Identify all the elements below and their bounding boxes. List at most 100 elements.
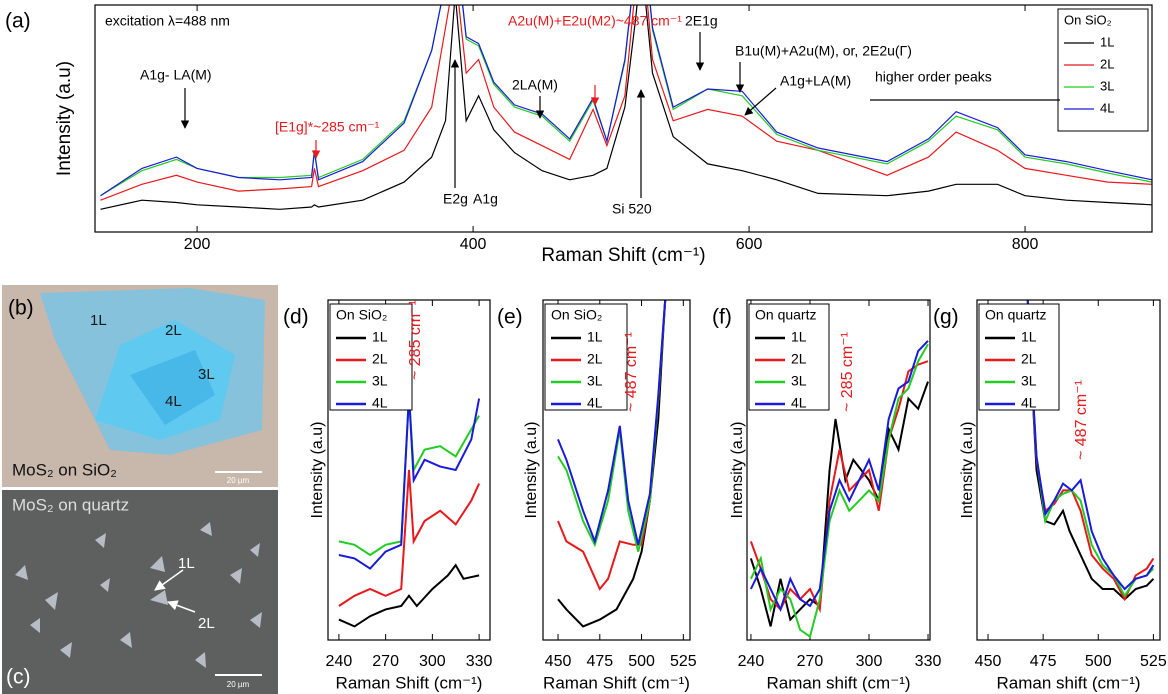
x-tick-label: 330 [915,653,942,670]
plot-frame [976,299,1161,641]
annotation: excitation λ=488 nm [105,13,230,29]
scale-bar-label: 20 µm [227,476,250,485]
annotation: A1g- LA(M) [140,67,212,83]
annotation: ~ 285 cm⁻¹ [407,300,424,380]
plot-frame [327,299,491,641]
spectrum-line [1026,300,1155,591]
x-tick-label: 600 [736,236,763,253]
panel-label: (d) [283,306,309,329]
y-axis-label: Intensity (a.u) [309,422,326,519]
x-tick-label: 200 [184,236,211,253]
spectrum-line [338,563,480,628]
spectrum-line [557,300,667,628]
annotation: Si 520 [612,201,652,217]
legend-box [544,303,628,411]
y-axis-label: Intensity (a.u) [523,422,540,519]
panel-label: (g) [933,306,959,329]
legend-label: 3L [587,373,603,389]
image-caption: MoS₂ on quartz [12,495,129,514]
panel-label: (f) [712,306,732,329]
legend-label: 4L [1100,100,1114,115]
spectrum-line [338,469,481,607]
x-tick-label: 475 [1030,653,1057,670]
spectrum-line [557,300,667,546]
layer-label: 2L [165,322,182,339]
legend-label: 3L [1021,373,1037,389]
layer-label: 4L [165,393,182,410]
legend-label: 4L [587,395,603,411]
annotation: A1g+LA(M) [780,73,851,89]
annotation: B1u(M)+A2u(M), or, 2E2u(Γ) [735,43,912,59]
x-tick-label: 300 [419,653,446,670]
legend-label: 2L [791,351,807,367]
x-tick-label: 500 [1085,653,1112,670]
legend-title: On quartz [985,307,1046,323]
legend-label: 1L [791,329,807,345]
x-axis-label: Raman shift (cm⁻¹) [766,673,910,692]
micrograph-b: 1L 2L 3L 4L MoS₂ on SiO₂ 20 µm (b) [2,285,278,487]
legend-label: 1L [587,329,603,345]
legend-label: 3L [1100,78,1114,93]
x-tick-label: 400 [460,236,487,253]
legend-label: 2L [1100,56,1114,71]
legend-label: 2L [1021,351,1037,367]
legend-label: 3L [372,373,388,389]
x-tick-label: 500 [628,653,655,670]
legend-box [329,303,413,411]
annotation: A1g [473,191,498,207]
x-tick-label: 330 [466,653,493,670]
y-axis-label: Intensity (a.u) [959,422,976,519]
legend-title: On SiO₂ [336,307,387,323]
annotation: higher order peaks [875,69,992,85]
spectrum-line [338,395,481,570]
annotation: A2u(M)+E2u(M2)~487 cm⁻¹ [508,13,682,29]
legend-label: 4L [1021,395,1037,411]
plot-frame [94,4,1153,233]
x-tick-label: 270 [797,653,824,670]
panel-label: (b) [8,297,34,320]
layer-label: 1L [90,312,107,329]
plot-frame [746,299,931,641]
legend-label: 1L [1100,34,1114,49]
panel-label: (e) [497,306,523,329]
annotation: 2E1g [685,13,718,29]
annotation-arrow [744,87,777,116]
annotation: [E1g]*~285 cm⁻¹ [275,119,380,135]
annotation: ~ 487 cm⁻¹ [1073,380,1090,460]
spectrum-line [750,340,929,613]
spectrum-line [749,381,929,627]
x-tick-label: 450 [975,653,1002,670]
spectrum-line [100,5,1152,201]
legend-label: 2L [587,351,603,367]
micrograph-c: 1L 2L MoS₂ on quartz 20 µm (c) [2,490,278,694]
legend-box [1057,8,1149,132]
spectrum-line [100,5,1152,197]
y-axis-label: Intensity (a.u) [54,61,75,176]
annotation: E2g [443,191,468,207]
annotation: ~ 285 cm⁻¹ [839,332,856,412]
x-tick-label: 800 [1012,236,1039,253]
x-tick-label: 525 [1140,653,1167,670]
x-axis-label: Raman shift (cm⁻¹) [996,673,1140,692]
legend-label: 4L [791,395,807,411]
x-axis-label: Raman Shift (cm⁻¹) [336,673,483,692]
legend-title: On SiO₂ [551,307,602,323]
layer-label: 3L [198,366,215,383]
legend-label: 2L [372,351,388,367]
x-tick-label: 525 [670,653,697,670]
image-caption: MoS₂ on SiO₂ [12,460,117,479]
x-tick-label: 240 [326,653,353,670]
x-tick-label: 300 [856,653,883,670]
spectrum-line [100,5,1152,210]
y-axis-label: Intensity (a.u) [729,422,746,519]
legend-label: 3L [791,373,807,389]
x-axis-label: Raman Shift (cm⁻¹) [543,673,690,692]
x-axis-label: Raman Shift (cm⁻¹) [541,245,705,266]
x-tick-label: 450 [545,653,572,670]
spectrum-line [750,343,929,639]
legend-label: 1L [1021,329,1037,345]
legend-box [748,303,830,411]
x-tick-label: 475 [586,653,613,670]
plot-frame [542,299,691,641]
